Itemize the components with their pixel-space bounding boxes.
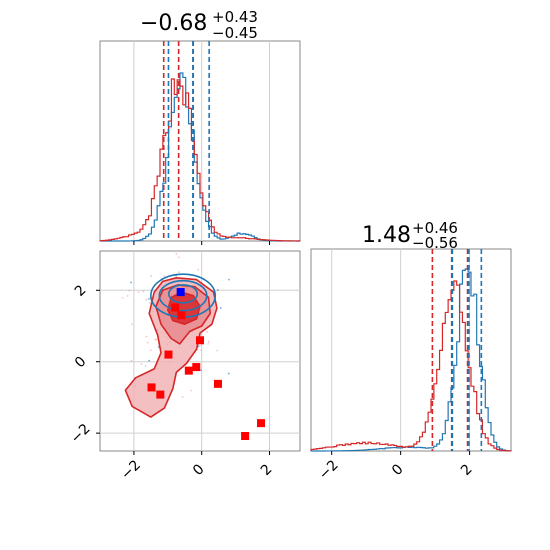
joint-scatter-point bbox=[227, 278, 230, 281]
marginal-1-hist-red bbox=[99, 78, 301, 242]
joint-scatter-point bbox=[137, 291, 140, 294]
joint-scatter-point bbox=[207, 342, 210, 345]
joint-frame bbox=[99, 250, 301, 452]
joint-scatter-point bbox=[142, 290, 145, 293]
joint-scatter-point bbox=[149, 349, 152, 352]
joint-blue-marker bbox=[176, 288, 185, 297]
joint-scatter-point bbox=[197, 268, 200, 271]
param-2-title-upper: +0.46 bbox=[412, 219, 458, 237]
joint-scatter-point bbox=[163, 275, 166, 278]
joint-scatter-point bbox=[145, 335, 148, 338]
joint-red-marker-2 bbox=[196, 336, 204, 345]
joint-red-marker-9 bbox=[257, 419, 266, 428]
marginal-2-hist-blue bbox=[310, 268, 512, 452]
joint-red-marker-4 bbox=[192, 363, 201, 372]
joint-scatter-point bbox=[207, 340, 210, 343]
joint-y-tick-label-1: 0 bbox=[72, 354, 90, 372]
marginal-1-frame bbox=[99, 40, 301, 242]
joint-scatter-point bbox=[216, 289, 219, 291]
marginal-2-hist-red bbox=[310, 280, 512, 452]
joint-scatter-point bbox=[148, 298, 150, 300]
joint-scatter-point bbox=[154, 338, 157, 341]
joint-y-tick-label-0: −2 bbox=[68, 421, 94, 447]
joint-scatter-point bbox=[200, 349, 203, 352]
param-1-title-value: −0.68 bbox=[140, 11, 207, 36]
marginal-2-x-tick-label-0: −2 bbox=[316, 457, 342, 483]
marginal-2-x-tick-label-2: 2 bbox=[458, 461, 476, 479]
joint-scatter-point bbox=[121, 297, 124, 299]
marginal-2-frame bbox=[310, 248, 512, 452]
marginal-1-hist-blue bbox=[100, 72, 300, 242]
joint-scatter-point bbox=[148, 302, 151, 304]
joint-scatter-point bbox=[190, 389, 192, 392]
joint-red-marker-5 bbox=[213, 379, 222, 388]
joint-y-tick-label-2: 2 bbox=[72, 282, 90, 300]
joint-scatter-point bbox=[144, 364, 147, 367]
joint-scatter-point bbox=[140, 363, 143, 365]
joint-scatter-point bbox=[178, 271, 180, 274]
joint-scatter-point bbox=[206, 331, 209, 333]
joint-x-tick-label-2: 2 bbox=[258, 461, 276, 479]
joint-scatter-point bbox=[181, 396, 184, 399]
joint-scatter-point bbox=[177, 256, 180, 259]
param-1-title: −0.68 bbox=[140, 11, 207, 36]
joint-scatter-point bbox=[150, 274, 153, 277]
param-2-title: 1.48 bbox=[362, 223, 411, 248]
marginal-2-x-tick-label-1: 0 bbox=[389, 461, 407, 479]
joint-scatter-point bbox=[131, 323, 134, 326]
joint-scatter-point bbox=[219, 307, 222, 309]
joint-x-tick-label-1: 0 bbox=[190, 461, 208, 479]
param-1-title-lower: −0.45 bbox=[212, 24, 258, 42]
joint-scatter-point bbox=[130, 281, 132, 284]
joint-contour-blue-middle bbox=[158, 279, 208, 312]
joint-scatter-point bbox=[227, 372, 230, 375]
joint-scatter-point bbox=[198, 344, 201, 347]
param-2-title-lower: −0.56 bbox=[412, 234, 458, 252]
marginal-panel-param-1 bbox=[99, 40, 301, 245]
joint-red-marker-10 bbox=[177, 311, 186, 320]
joint-red-marker-1 bbox=[164, 350, 173, 359]
joint-scatter-point bbox=[146, 341, 149, 344]
joint-red-marker-0 bbox=[171, 303, 180, 312]
joint-scatter-point bbox=[148, 359, 151, 362]
joint-x-tick-label-0: −2 bbox=[118, 457, 144, 483]
joint-scatter-point bbox=[200, 369, 203, 372]
joint-panel: −2 0 2 −2 0 2 bbox=[68, 250, 301, 483]
joint-scatter-point bbox=[216, 349, 219, 352]
joint-scatter-point bbox=[145, 298, 148, 301]
joint-red-marker-8 bbox=[241, 432, 250, 440]
param-1-title-upper: +0.43 bbox=[212, 8, 258, 26]
joint-red-marker-6 bbox=[147, 383, 156, 392]
param-2-title-value: 1.48 bbox=[362, 223, 411, 248]
joint-red-marker-7 bbox=[156, 390, 165, 399]
joint-scatter-point bbox=[157, 345, 160, 348]
joint-scatter-point bbox=[126, 295, 129, 297]
marginal-panel-param-2: −2 0 2 bbox=[310, 248, 512, 483]
joint-contour-blue-inner bbox=[168, 284, 199, 304]
joint-scatter-point bbox=[130, 359, 133, 362]
joint-scatter-point bbox=[175, 252, 178, 255]
joint-red-marker-3 bbox=[184, 366, 193, 375]
joint-scatter-point bbox=[128, 289, 131, 292]
